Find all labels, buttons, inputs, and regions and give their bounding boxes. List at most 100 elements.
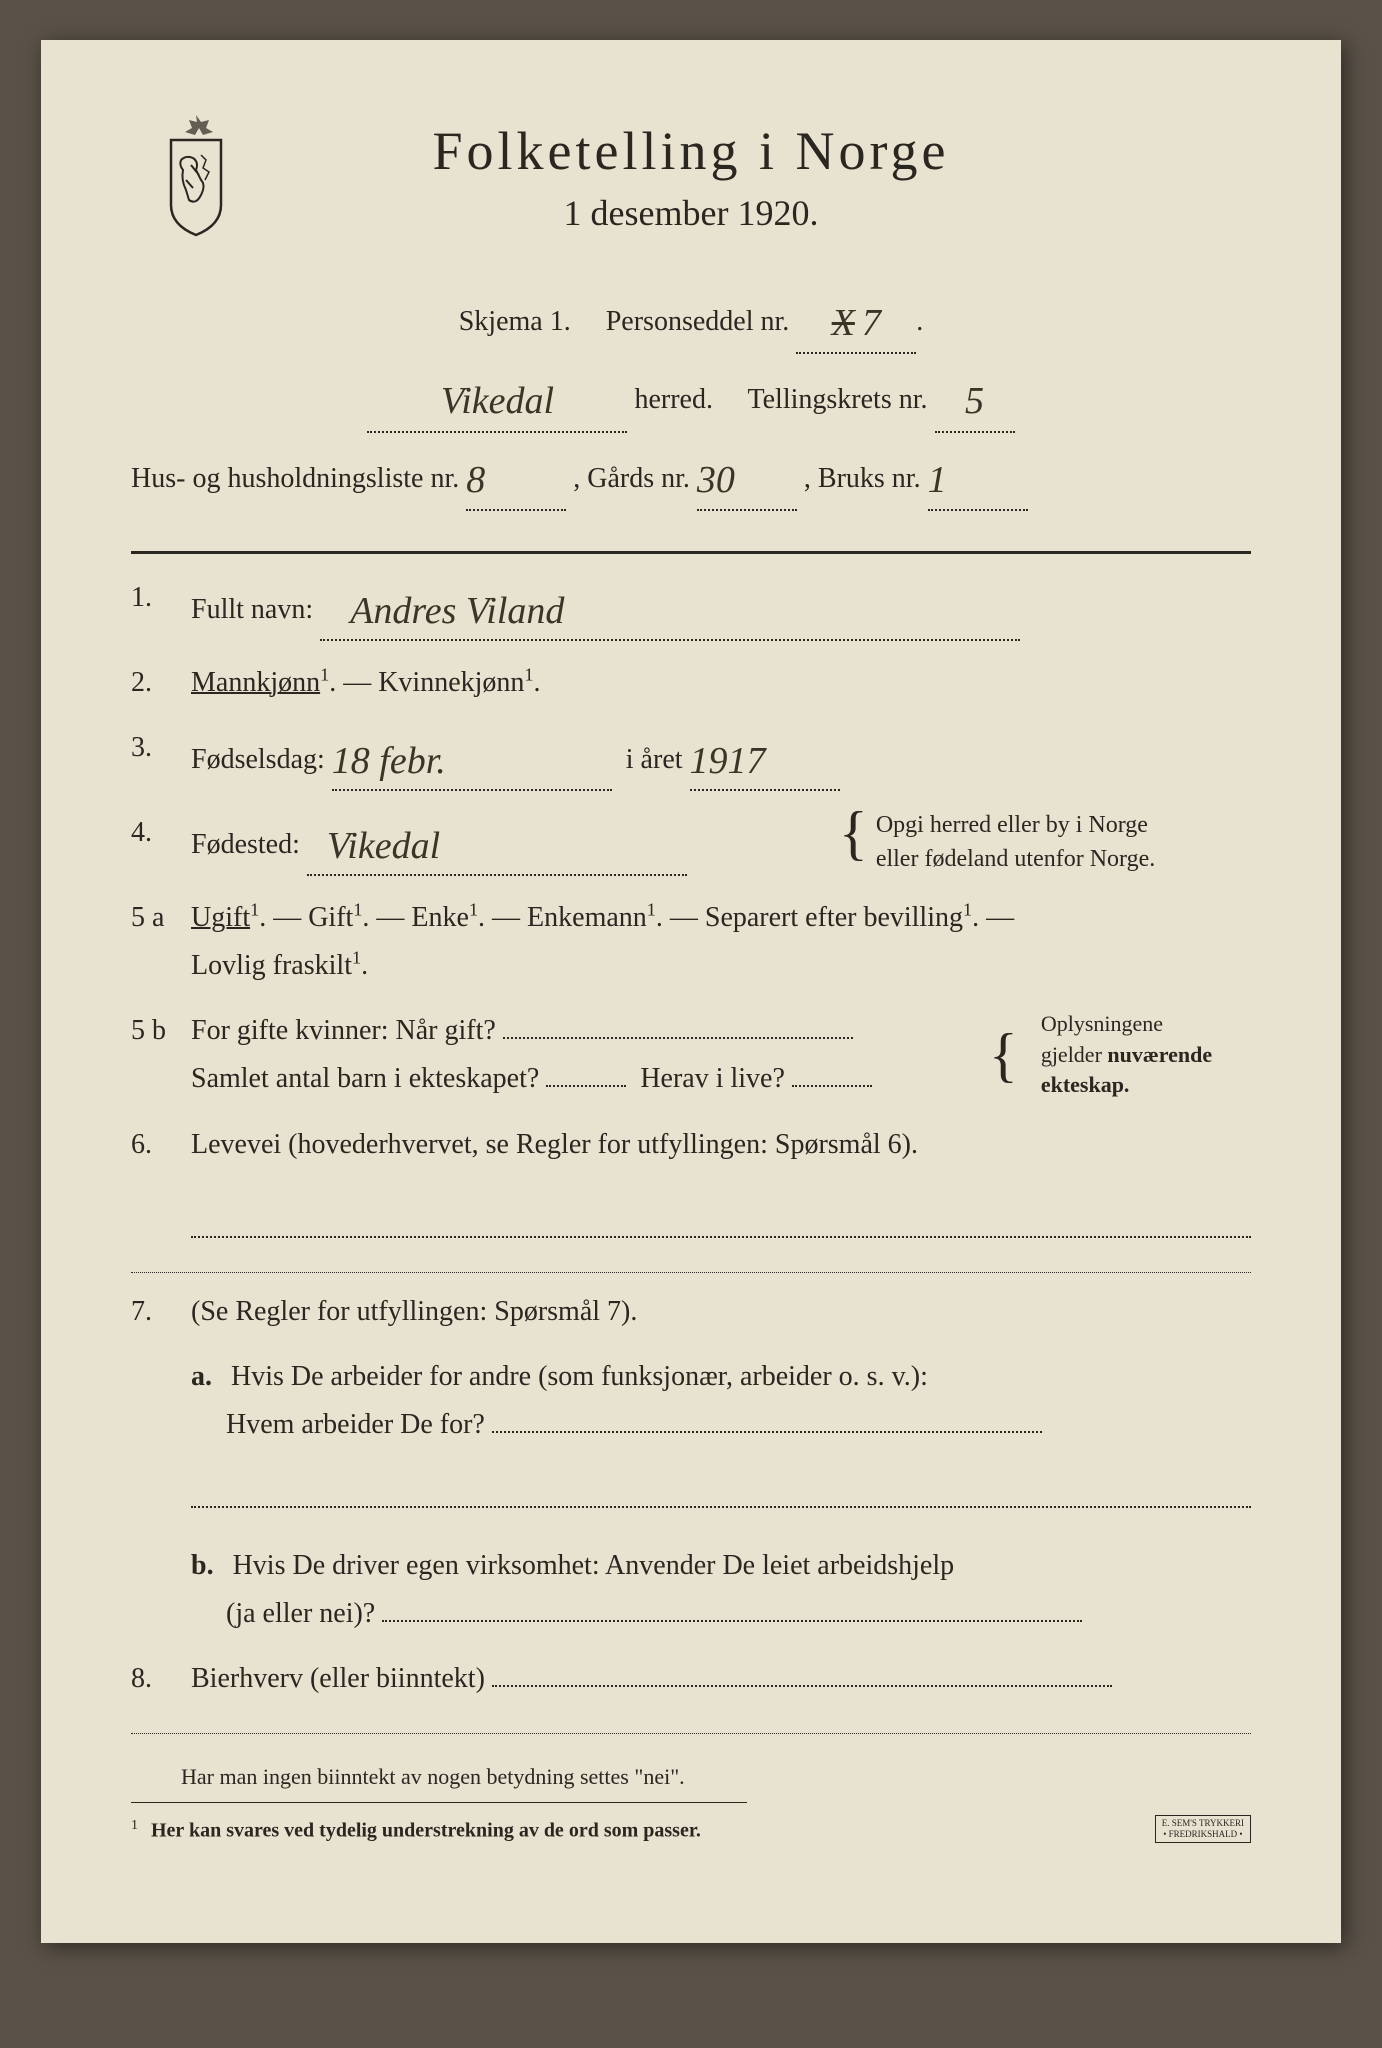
sub-letter-a: a. (191, 1361, 212, 1392)
tellingskrets-label: Tellingskrets nr. (747, 384, 927, 415)
item-5a-marital: 5 a Ugift1. — Gift1. — Enke1. — Enkemann… (131, 894, 1251, 989)
item-number: 6. (131, 1121, 191, 1254)
footnote-1: 1 Her kan svares ved tydelig understrekn… (131, 1818, 1251, 1843)
ugift-option: Ugift (191, 902, 250, 933)
husholdning-label: Hus- og husholdningsliste nr. (131, 463, 459, 494)
7a-line2: Hvem arbeider De for? (226, 1409, 485, 1440)
item-content: (Se Regler for utfyllingen: Spørsmål 7). (191, 1288, 1251, 1336)
item-content: Fødselsdag: 18 febr. i året 1917 (191, 724, 1251, 791)
herred-field: Vikedal (367, 362, 627, 432)
herred-label: herred. (634, 384, 713, 415)
employer-field-2 (191, 1473, 1251, 1508)
personseddel-field: X 7 (796, 284, 916, 354)
occupation-field (191, 1198, 1251, 1238)
husholdning-value: 8 (466, 446, 485, 514)
household-line: Hus- og husholdningsliste nr. 8 , Gårds … (131, 441, 1251, 511)
children-alive-label: Herav i live? (640, 1063, 785, 1094)
marriage-note: { Oplysningene gjelder nuværende ekteska… (981, 1009, 1251, 1101)
7b-line2: (ja eller nei)? (226, 1598, 375, 1629)
item-number: 5 a (131, 894, 191, 989)
item-content: Bierhverv (eller biinntekt) (191, 1655, 1251, 1703)
item7-label: (Se Regler for utfyllingen: Spørsmål 7). (191, 1296, 637, 1327)
item-6-occupation: 6. Levevei (hovederhvervet, se Regler fo… (131, 1121, 1251, 1254)
fraskilt-option: Lovlig fraskilt (191, 950, 352, 981)
note-line2: eller fødeland utenfor Norge. (876, 846, 1155, 872)
secondary-field (492, 1685, 1112, 1687)
coat-of-arms-icon (151, 110, 241, 240)
birthday-field: 18 febr. (332, 724, 612, 791)
gards-field: 30 (697, 441, 797, 511)
secondary-label: Bierhverv (eller biinntekt) (191, 1663, 485, 1694)
personseddel-value: 7 (862, 289, 881, 357)
item-number: 1. (131, 574, 191, 641)
bruks-label: , Bruks nr. (804, 463, 921, 494)
skjema-line: Skjema 1. Personseddel nr. X 7 . (131, 284, 1251, 354)
birthyear-field: 1917 (690, 724, 840, 791)
note-line2: gjelder nuværende (1041, 1042, 1212, 1067)
item-content: For gifte kvinner: Når gift? Samlet anta… (191, 1007, 1251, 1102)
item-1-name: 1. Fullt navn: Andres Viland (131, 574, 1251, 641)
header-section: Folketelling i Norge 1 desember 1920. Sk… (131, 120, 1251, 511)
kvinnekjonn-option: Kvinnekjønn (378, 667, 524, 698)
children-total-label: Samlet antal barn i ekteskapet? (191, 1063, 539, 1094)
item-number: 3. (131, 724, 191, 791)
document-title: Folketelling i Norge (131, 120, 1251, 182)
mannkjonn-option: Mannkjønn (191, 667, 320, 698)
item-number: 4. (131, 809, 191, 876)
item-content: Ugift1. — Gift1. — Enke1. — Enkemann1. —… (191, 894, 1251, 989)
item-2-sex: 2. Mannkjønn1. — Kvinnekjønn1. (131, 659, 1251, 707)
name-label: Fullt navn: (191, 594, 313, 625)
note-line1: Oplysningene (1041, 1011, 1163, 1036)
footnote-section: Har man ingen biinntekt av nogen betydni… (131, 1764, 1251, 1843)
gards-value: 30 (697, 446, 735, 514)
item-number: 8. (131, 1655, 191, 1703)
bruks-field: 1 (928, 441, 1028, 511)
tellingskrets-field: 5 (935, 362, 1015, 432)
item-7-employment: 7. (Se Regler for utfyllingen: Spørsmål … (131, 1288, 1251, 1336)
sub-letter-b: b. (191, 1550, 214, 1581)
children-total-field (546, 1085, 626, 1087)
married-when-field (503, 1037, 853, 1039)
gift-option: Gift (308, 902, 353, 933)
separert-option: Separert efter bevilling (705, 902, 963, 933)
divider (131, 1272, 1251, 1273)
item-7a: a. Hvis De arbeider for andre (som funks… (191, 1353, 1251, 1524)
item-5b-married-women: 5 b For gifte kvinner: Når gift? Samlet … (131, 1007, 1251, 1102)
birthyear-value: 1917 (690, 729, 766, 794)
birthplace-note: { Opgi herred eller by i Norge eller fød… (831, 809, 1251, 876)
bruks-value: 1 (928, 446, 947, 514)
7a-line1: Hvis De arbeider for andre (som funksjon… (231, 1361, 928, 1392)
note-line1: Opgi herred eller by i Norge (876, 812, 1148, 838)
item-content: Mannkjønn1. — Kvinnekjønn1. (191, 659, 1251, 707)
enke-option: Enke (411, 902, 469, 933)
item-number: 5 b (131, 1007, 191, 1102)
note-line3: ekteskap. (1041, 1072, 1130, 1097)
birthdate-label: Fødselsdag: (191, 744, 325, 775)
personseddel-strike: X (832, 289, 855, 357)
herred-line: Vikedal herred. Tellingskrets nr. 5 (131, 362, 1251, 432)
footnote-nei: Har man ingen biinntekt av nogen betydni… (181, 1764, 1251, 1790)
birthplace-label: Fødested: (191, 829, 300, 860)
printer-line1: E. SEM'S TRYKKERI (1162, 1818, 1244, 1828)
occupation-label: Levevei (hovederhvervet, se Regler for u… (191, 1129, 918, 1160)
divider (131, 551, 1251, 554)
enkemann-option: Enkemann (527, 902, 647, 933)
printer-line2: • FREDRIKSHALD • (1163, 1829, 1242, 1839)
census-form-document: Folketelling i Norge 1 desember 1920. Sk… (41, 40, 1341, 1943)
tellingskrets-value: 5 (965, 367, 984, 435)
item-content: Levevei (hovederhvervet, se Regler for u… (191, 1121, 1251, 1254)
children-alive-field (792, 1085, 872, 1087)
name-field: Andres Viland (320, 574, 1020, 641)
item-7b: b. Hvis De driver egen virksomhet: Anven… (191, 1542, 1251, 1637)
herred-value: Vikedal (441, 367, 554, 435)
norway-coat-of-arms-icon (151, 110, 241, 240)
item-3-birthdate: 3. Fødselsdag: 18 febr. i året 1917 (131, 724, 1251, 791)
item-number: 2. (131, 659, 191, 707)
footnote-rule (131, 1802, 747, 1803)
employer-field (492, 1431, 1042, 1433)
birthplace-field: Vikedal (307, 809, 687, 876)
hired-help-field (382, 1620, 1082, 1622)
item-number: 7. (131, 1288, 191, 1336)
divider (131, 1733, 1251, 1734)
document-subtitle: 1 desember 1920. (131, 192, 1251, 234)
